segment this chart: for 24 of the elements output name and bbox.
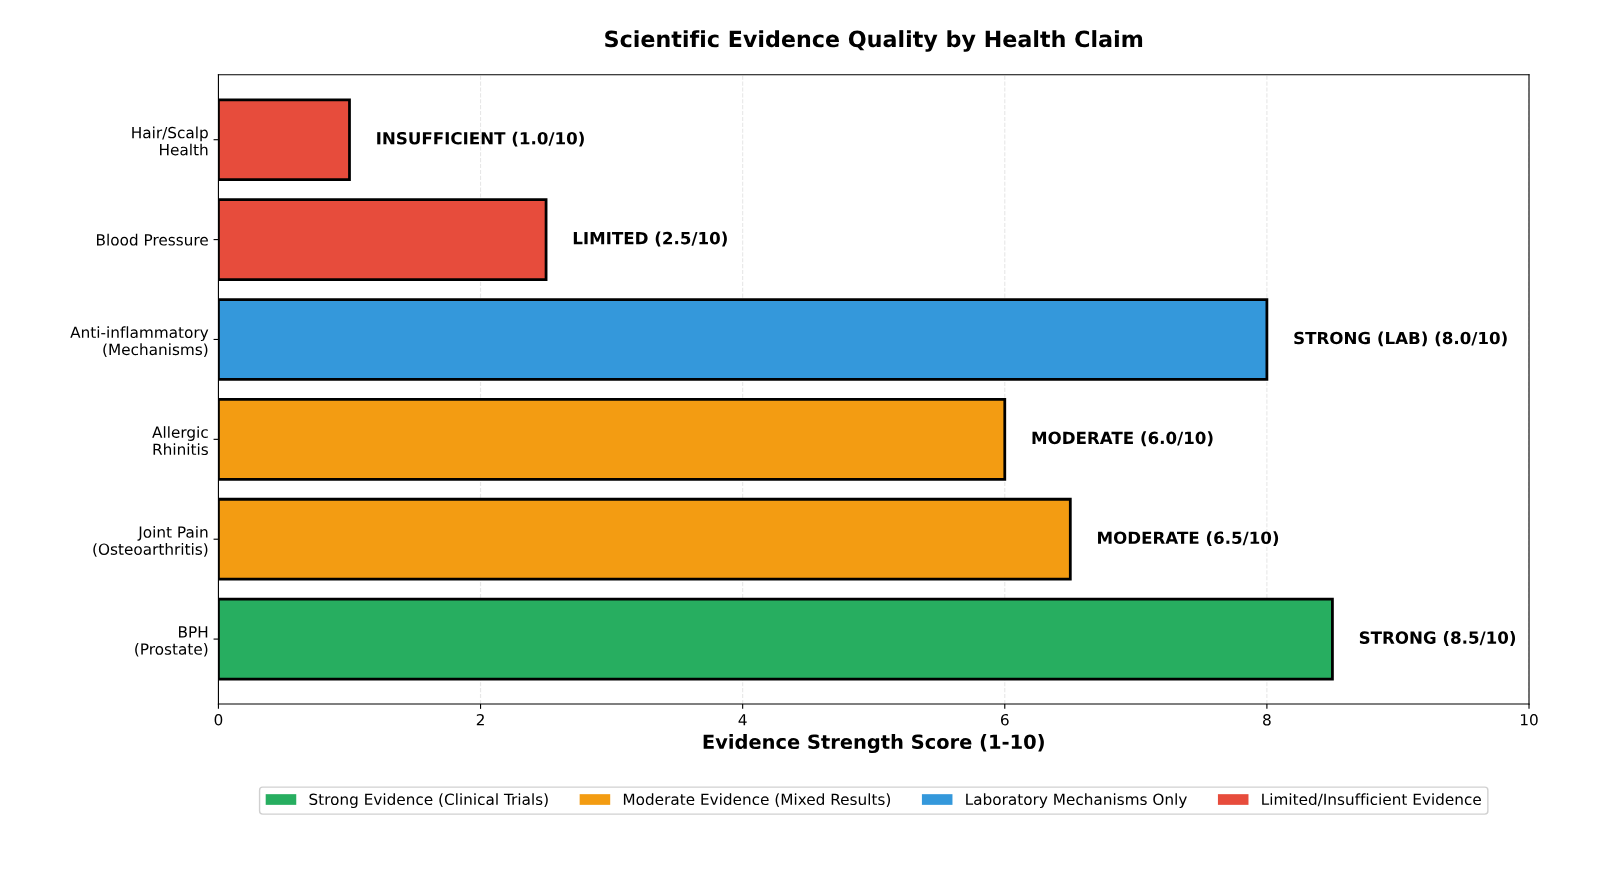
y-tick-label: Hair/Scalp Health	[132, 126, 208, 156]
x-tick-label: 8	[1263, 713, 1271, 726]
y-tick-label: Allergic Rhinitis	[152, 426, 208, 456]
data-label: INSUFFICIENT (1.0/10)	[377, 131, 584, 147]
chart-title: Scientific Evidence Quality by Health Claim	[605, 30, 1143, 52]
x-tick-label: 2	[476, 713, 484, 726]
y-tick-label: Blood Pressure	[97, 233, 208, 246]
data-label: STRONG (8.5/10)	[1359, 631, 1516, 646]
legend-label: Strong Evidence (Clinical Trials)	[309, 793, 548, 809]
data-label: MODERATE (6.0/10)	[1032, 431, 1213, 447]
legend-label: Moderate Evidence (Mixed Results)	[623, 793, 891, 807]
data-label: MODERATE (6.5/10)	[1098, 531, 1279, 547]
x-tick-label: 10	[1520, 713, 1538, 726]
x-axis-title: Evidence Strength Score (1-10)	[703, 734, 1044, 754]
data-label: STRONG (LAB) (8.0/10)	[1294, 331, 1507, 347]
legend-label: Limited/Insufficient Evidence	[1262, 793, 1481, 807]
y-tick-label: Joint Pain (Osteoarthritis)	[93, 526, 208, 557]
y-tick-label: Anti-inflammatory (Mechanisms)	[70, 326, 209, 357]
y-tick-label: BPH (Prostate)	[135, 626, 208, 657]
x-tick-label: 6	[1000, 713, 1009, 726]
x-tick-label: 4	[738, 714, 747, 726]
data-label: LIMITED (2.5/10)	[573, 231, 727, 247]
legend-label: Laboratory Mechanisms Only	[966, 793, 1187, 809]
x-tick-label: 0	[214, 713, 223, 726]
